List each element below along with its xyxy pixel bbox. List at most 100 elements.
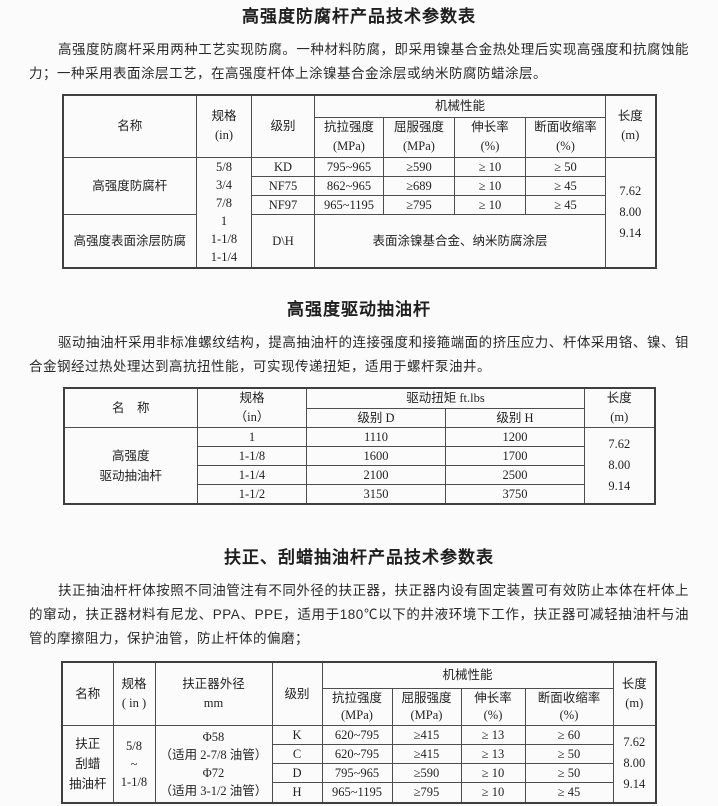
- cell-length-list: 7.62 8.00 9.14: [612, 724, 657, 804]
- cell-yield: ≥415: [391, 743, 462, 764]
- cell-reduction: ≥ 50: [524, 743, 614, 764]
- length-line: 8.00: [608, 458, 631, 472]
- cell-elongation: ≥ 13: [460, 743, 526, 764]
- length-line: 7.62: [623, 735, 646, 750]
- cell-torque-h: 1700: [445, 446, 585, 466]
- table-drive-rod-params: 名 称 规格 （in） 驱动扭矩 ft.lbs 长度 (m) 级别 D 级别 H…: [62, 387, 656, 505]
- length-unit: (m): [610, 410, 629, 424]
- length-unit: (m): [621, 128, 640, 143]
- od-line: Φ58: [202, 729, 225, 744]
- col-header-grade: 级别: [271, 661, 323, 726]
- cell-tensile: 862~965: [314, 175, 384, 196]
- cell-yield: ≥795: [391, 781, 462, 804]
- section2-title: 高强度驱动抽油杆: [287, 300, 431, 319]
- reduction-label: 断面收缩率: [534, 120, 597, 134]
- cell-centralizer-od: Φ58 （适用 2-7/8 油管） Φ72 （适用 3-1/2 油管）: [154, 724, 273, 804]
- spec-line: 1-1/4: [210, 250, 238, 265]
- elongation-unit: (%): [483, 707, 503, 722]
- col-header-spec: 规格 （in）: [197, 387, 307, 428]
- length-line: 7.62: [619, 183, 642, 198]
- cell-product-name: 高强度表面涂层防腐: [62, 213, 197, 269]
- spec-unit: (in): [214, 128, 234, 143]
- cell-length-list: 7.62 8.00 9.14: [605, 156, 656, 269]
- length-unit: (m): [625, 695, 644, 710]
- od-unit: mm: [203, 695, 224, 710]
- col-header-name: 名称: [62, 94, 197, 158]
- cell-elongation: ≥ 10: [454, 194, 526, 215]
- col-header-length: 长度 (m): [612, 661, 657, 726]
- spec-unit: ( in ): [121, 695, 147, 710]
- cell-spec: 1: [197, 427, 307, 447]
- cell-elongation: ≥ 10: [454, 175, 526, 196]
- cell-elongation: ≥ 10: [454, 156, 526, 177]
- cell-torque-d: 1600: [306, 446, 446, 466]
- name-line: 抽油杆: [68, 776, 107, 791]
- spec-unit: （in）: [234, 410, 270, 424]
- cell-grade: C: [271, 743, 323, 764]
- col-header-name: 名称: [61, 661, 114, 726]
- cell-spec: 1-1/8: [197, 446, 307, 466]
- cell-yield: ≥795: [383, 194, 455, 215]
- length-label: 长度: [606, 391, 632, 405]
- col-header-grade-d: 级别 D: [306, 407, 446, 428]
- col-header-mechanical: 机械性能: [314, 94, 606, 118]
- length-label: 长度: [617, 109, 643, 124]
- col-header-yield: 屈服强度 (MPa): [383, 116, 455, 158]
- table-row: NF75 862~965 ≥689 ≥ 10 ≥ 45: [63, 175, 656, 196]
- table-row: 高强度 驱动抽油杆 1 1110 1200 7.62 8.00 9.14: [63, 427, 655, 505]
- table-row: 扶正 刮蜡 抽油杆 5/8 ~ 1-1/8 Φ58 （适用 2-7/8 油管） …: [61, 724, 657, 804]
- reduction-label: 断面收缩率: [537, 690, 601, 705]
- spec-line: 5/8: [126, 738, 142, 753]
- cell-yield: ≥590: [383, 156, 455, 177]
- table-row: 高强度防腐杆 5/8 3/4 7/8 1 1-1/8 1-1/4 KD 795~…: [62, 156, 656, 269]
- cell-product-name: 扶正 刮蜡 抽油杆: [61, 724, 114, 804]
- cell-tensile: 620~795: [321, 724, 393, 745]
- cell-elongation: ≥ 10: [460, 762, 526, 783]
- section1-title: 高强度防腐杆产品技术参数表: [242, 7, 476, 26]
- od-label: 扶正器外径: [182, 676, 245, 691]
- od-line: （适用 2-7/8 油管）: [159, 747, 268, 762]
- col-header-grade: 级别: [251, 94, 315, 158]
- spec-line: 1-1/8: [120, 774, 148, 789]
- name-line: 扶正: [75, 736, 101, 751]
- yield-label: 屈服强度: [401, 690, 452, 705]
- length-line: 7.62: [608, 437, 631, 451]
- cell-tensile: 795~965: [314, 156, 384, 177]
- spec-line: ~: [130, 756, 138, 771]
- table-row: C 620~795 ≥415 ≥ 13 ≥ 50: [62, 743, 656, 764]
- col-header-centralizer-od: 扶正器外径 mm: [154, 661, 273, 726]
- cell-spec-list: 5/8 3/4 7/8 1 1-1/8 1-1/4: [196, 156, 252, 269]
- col-header-reduction: 断面收缩率 (%): [525, 116, 606, 158]
- col-header-name: 名 称: [63, 387, 198, 428]
- tensile-label: 抗拉强度: [331, 690, 382, 705]
- cell-torque-h: 2500: [445, 465, 585, 485]
- cell-tensile: 965~1195: [314, 194, 384, 215]
- tensile-label: 抗拉强度: [323, 120, 374, 134]
- cell-reduction: ≥ 50: [524, 762, 614, 783]
- length-line: 9.14: [623, 777, 646, 792]
- spec-label: 规格: [239, 391, 265, 405]
- cell-elongation: ≥ 13: [460, 724, 526, 745]
- table-centralizer-params: 名称 规格 ( in ) 扶正器外径 mm 级别 机械性能 长度 (m) 抗拉强…: [61, 661, 657, 804]
- spec-line: 1-1/8: [210, 232, 238, 247]
- section1-paragraph: 高强度防腐杆采用两种工艺实现防腐。一种材料防腐，即采用镍基合金热处理后实现高强度…: [29, 42, 689, 81]
- elongation-label: 伸长率: [471, 120, 509, 134]
- reduction-unit: (%): [559, 707, 579, 722]
- cell-spec: 1-1/2: [197, 484, 307, 505]
- tensile-unit: (MPa): [341, 707, 373, 722]
- length-line: 8.00: [619, 204, 642, 219]
- od-line: Φ72: [202, 765, 225, 780]
- col-header-grade-h: 级别 H: [445, 407, 585, 428]
- cell-reduction: ≥ 45: [525, 175, 606, 196]
- cell-tensile: 965~1195: [321, 781, 393, 804]
- cell-yield: ≥590: [391, 762, 462, 783]
- spec-line: 1: [220, 214, 228, 229]
- cell-tensile: 620~795: [321, 743, 393, 764]
- cell-tensile: 795~965: [321, 762, 393, 783]
- section2-paragraph: 驱动抽油杆采用非标准螺纹结构，提高抽油杆的连接强度和接箍端面的挤压应力、杆体采用…: [29, 335, 689, 374]
- cell-reduction: ≥ 60: [524, 724, 614, 745]
- spec-line: 3/4: [216, 178, 232, 193]
- cell-grade: D: [271, 762, 323, 783]
- cell-torque-d: 3150: [306, 484, 446, 505]
- table-row: 1-1/4 2100 2500: [64, 465, 655, 485]
